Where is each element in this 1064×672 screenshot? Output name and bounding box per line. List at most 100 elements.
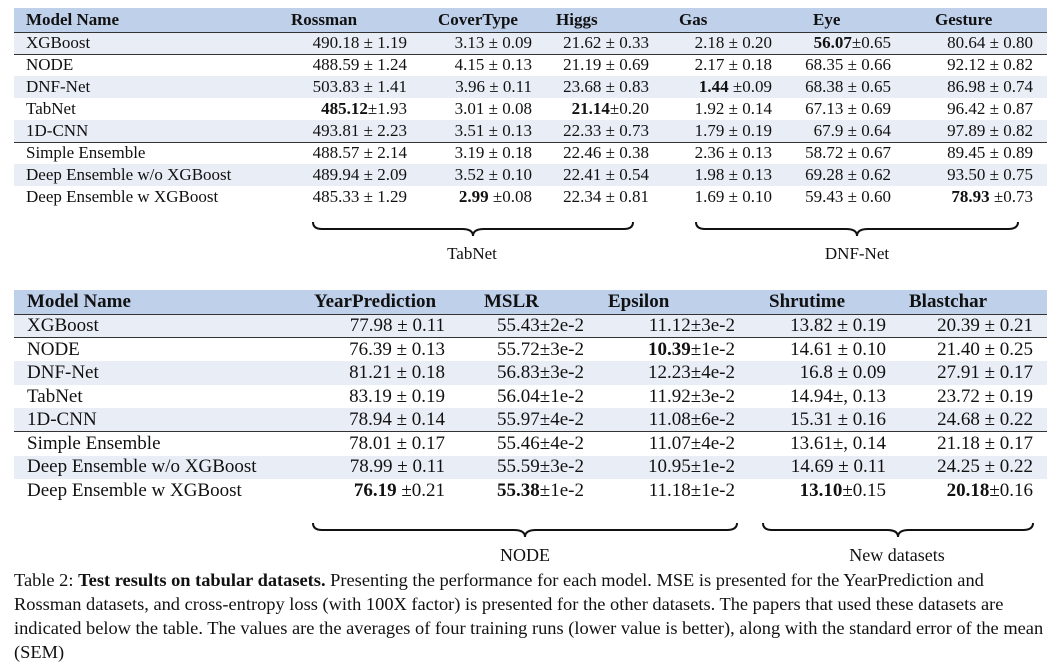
caption-body: Presenting the performance for each mode… <box>14 570 1044 662</box>
cell-value: 23.68 ± 0.83 <box>563 77 649 96</box>
value-cell: 4.15 ± 0.13 <box>420 53 540 76</box>
value-cell: 20.39 ± 0.21 <box>892 313 1047 338</box>
best-value: 56.07 <box>813 33 852 52</box>
cell-value: 13.82 ± 0.19 <box>790 314 886 336</box>
cell-value: 1.69 ± 0.10 <box>694 187 772 206</box>
cell-value: 3.51 ± 0.13 <box>454 120 532 140</box>
cell-value: 93.50 ± 0.75 <box>947 165 1033 184</box>
header-yearprediction: YearPrediction <box>314 290 437 312</box>
value-cell: 56.83±3e-2 <box>454 361 588 385</box>
error-value: ±1.93 <box>367 99 407 118</box>
value-cell: 55.46±4e-2 <box>454 431 588 456</box>
table-row: Deep Ensemble w XGBoost 76.19 ±0.21 55.38±… <box>14 479 1047 503</box>
value-cell: 86.98 ± 0.74 <box>905 76 1047 98</box>
caption-title: Test results on tabular datasets. <box>78 570 326 590</box>
value-cell: 23.72 ± 0.19 <box>892 385 1047 409</box>
model-name-cell: Deep Ensemble w/o XGBoost <box>27 456 257 478</box>
model-name-cell: Deep Ensemble w XGBoost <box>26 187 219 206</box>
table-row: 1D-CNN 493.81 ± 2.23 3.51 ± 0.13 22.33 ± 0.… <box>14 120 1047 142</box>
cell-value: 89.45 ± 0.89 <box>947 143 1033 163</box>
error-value: ±0.73 <box>989 187 1033 206</box>
header-eye: Eye <box>813 9 841 29</box>
model-name-cell: TabNet <box>26 99 76 118</box>
cell-value: 22.46 ± 0.38 <box>563 143 649 163</box>
cell-value: 58.72 ± 0.67 <box>805 143 891 163</box>
value-cell: 67.13 ± 0.69 <box>780 98 905 120</box>
value-cell: 55.97±4e-2 <box>454 408 588 432</box>
model-name-cell: TabNet <box>27 385 83 407</box>
value-cell: 2.18 ± 0.20 <box>655 31 780 54</box>
value-cell: 22.41 ± 0.54 <box>540 164 655 186</box>
brace-label-dnf-net: DNF-Net <box>824 244 890 263</box>
table-row: XGBoost 490.18 ± 1.19 3.13 ± 0.09 21.62 ± 0… <box>14 31 1047 54</box>
best-value: 21.14 <box>571 99 610 118</box>
cell-value: 1.79 ± 0.19 <box>694 120 772 140</box>
value-cell: 485.33 ± 1.29 <box>272 186 420 208</box>
cell-value: 24.25 ± 0.22 <box>937 456 1033 478</box>
model-name-cell: XGBoost <box>14 313 294 338</box>
table-row: NODE 488.59 ± 1.24 4.15 ± 0.13 21.19 ± 0.69… <box>14 53 1047 76</box>
value-cell: 78.01 ± 0.17 <box>294 431 454 456</box>
cell-value: 77.98 ± 0.11 <box>349 314 445 336</box>
value-cell: 68.35 ± 0.66 <box>780 53 905 76</box>
cell-value: 490.18 ± 1.19 <box>312 33 407 52</box>
value-cell: 78.94 ± 0.14 <box>294 408 454 432</box>
cell-value: 24.68 ± 0.22 <box>937 408 1033 430</box>
cell-value: 67.13 ± 0.69 <box>805 99 891 118</box>
best-value: 20.18 <box>946 479 990 501</box>
cell-value: 97.89 ± 0.82 <box>947 120 1033 140</box>
cell-value: 20.39 ± 0.21 <box>937 314 1033 336</box>
results-table-2: Model Name YearPrediction MSLR Epsilon S… <box>14 290 1047 503</box>
cell-value: 27.91 ± 0.17 <box>937 361 1033 383</box>
value-cell: 76.39 ± 0.13 <box>294 337 454 362</box>
value-cell: 27.91 ± 0.17 <box>892 361 1047 385</box>
best-value: 10.39 <box>648 338 691 360</box>
value-cell: 21.62 ± 0.33 <box>540 31 655 54</box>
table-row: DNF-Net 81.21 ± 0.18 56.83±3e-2 12.23±4e-2 1… <box>14 361 1047 385</box>
value-cell: 83.19 ± 0.19 <box>294 385 454 409</box>
value-cell: 2.99 ±0.08 <box>420 186 540 208</box>
value-cell: 488.59 ± 1.24 <box>272 53 420 76</box>
value-cell: 55.38±1e-2 <box>454 479 588 503</box>
value-cell: 56.07±0.65 <box>780 31 905 54</box>
value-cell: 76.19 ±0.21 <box>294 479 454 503</box>
value-cell: 13.82 ± 0.19 <box>739 313 892 338</box>
table-row: Deep Ensemble w/o XGBoost 78.99 ± 0.11 55.… <box>14 455 1047 480</box>
value-cell: 12.23±4e-2 <box>588 361 739 385</box>
table-row: DNF-Net 503.83 ± 1.41 3.96 ± 0.11 23.68 ± 0… <box>14 76 1047 98</box>
cell-value: 3.13 ± 0.09 <box>454 33 532 52</box>
node-brace <box>312 522 738 538</box>
value-cell: 503.83 ± 1.41 <box>272 76 420 98</box>
header-model-name: Model Name <box>27 290 131 312</box>
value-cell: 23.68 ± 0.83 <box>540 76 655 98</box>
cell-value: 21.18 ± 0.17 <box>937 433 1033 455</box>
cell-value: 4.15 ± 0.13 <box>454 55 532 75</box>
model-name-cell: XGBoost <box>14 31 272 54</box>
value-cell: 58.72 ± 0.67 <box>780 141 905 164</box>
value-cell: 13.61±, 0.14 <box>739 431 892 456</box>
value-cell: 67.9 ± 0.64 <box>780 120 905 142</box>
model-name-cell: DNF-Net <box>27 361 99 383</box>
cell-value: 86.98 ± 0.74 <box>947 77 1033 96</box>
value-cell: 21.14±0.20 <box>540 98 655 120</box>
header-epsilon: Epsilon <box>608 290 670 312</box>
value-cell: 77.98 ± 0.11 <box>294 313 454 338</box>
cell-value: 96.42 ± 0.87 <box>947 99 1033 118</box>
cell-value: 11.18±1e-2 <box>648 479 735 501</box>
value-cell: 56.04±1e-2 <box>454 385 588 409</box>
cell-value: 3.01 ± 0.08 <box>454 99 532 118</box>
tabnet-brace <box>312 221 634 237</box>
value-cell: 14.61 ± 0.10 <box>739 337 892 362</box>
cell-value: 493.81 ± 2.23 <box>312 120 407 140</box>
table-row: 1D-CNN 78.94 ± 0.14 55.97±4e-2 11.08±6e-2 15… <box>14 408 1047 432</box>
value-cell: 1.92 ± 0.14 <box>655 98 780 120</box>
model-name-cell: Simple Ensemble <box>14 141 272 164</box>
cell-value: 22.33 ± 0.73 <box>563 120 649 140</box>
best-value: 76.19 <box>353 479 397 501</box>
value-cell: 55.43±2e-2 <box>454 313 588 338</box>
value-cell: 3.13 ± 0.09 <box>420 31 540 54</box>
cell-value: 1.98 ± 0.13 <box>694 165 772 184</box>
brace-label-new-datasets: New datasets <box>849 545 945 565</box>
error-value: ±1e-2 <box>690 338 735 360</box>
value-cell: 3.19 ± 0.18 <box>420 141 540 164</box>
